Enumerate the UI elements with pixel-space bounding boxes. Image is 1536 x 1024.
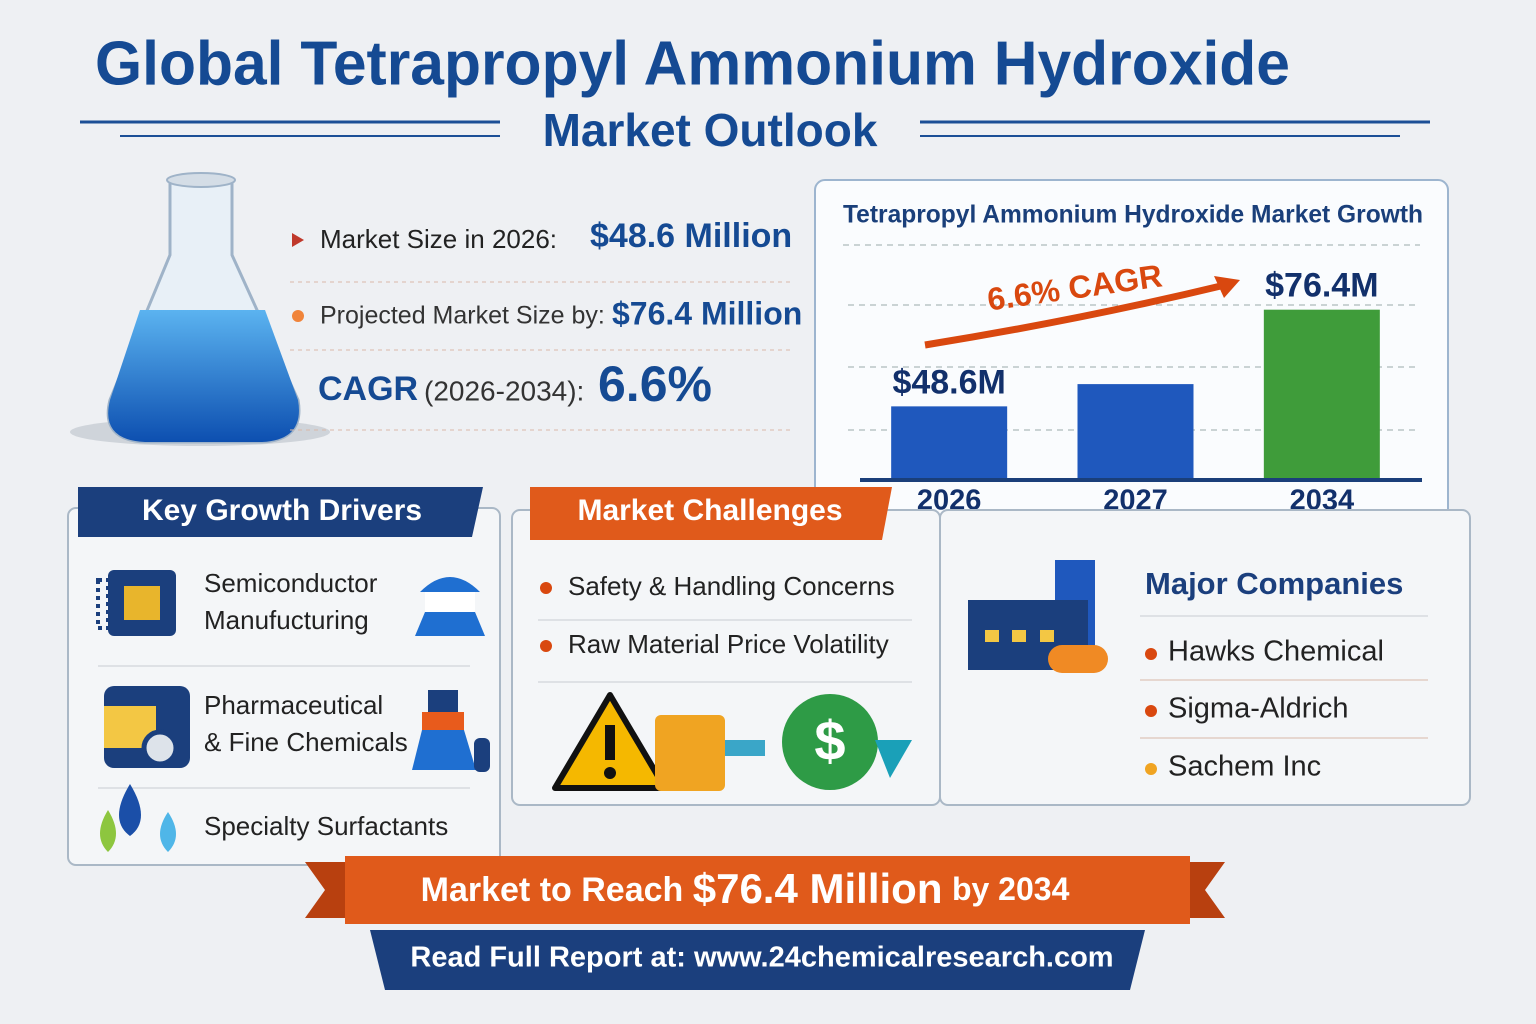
- headline-part: by 2034: [952, 871, 1070, 907]
- worker-icon: [415, 577, 485, 636]
- driver-item: Pharmaceutical: [204, 690, 383, 720]
- bar: [1077, 384, 1194, 478]
- money-icon: $: [782, 694, 912, 790]
- challenge-item: Safety & Handling Concerns: [568, 571, 895, 601]
- driver-item: & Fine Chemicals: [204, 727, 408, 757]
- bullet: [1145, 705, 1157, 717]
- stat-label: CAGR: [318, 370, 418, 408]
- ribbon: [78, 487, 483, 537]
- flask-icon: [70, 172, 330, 446]
- bullet: [1145, 648, 1157, 660]
- cagr-arrowhead: [1214, 276, 1240, 298]
- challenge-item: Raw Material Price Volatility: [568, 629, 889, 659]
- cagr-arrow: [924, 281, 1226, 349]
- stat-value: $48.6 Million: [590, 217, 792, 255]
- value-label: $76.4M: [1265, 267, 1378, 305]
- warning-icon: [552, 692, 668, 791]
- driver-item: Semiconductor: [204, 568, 378, 598]
- footer-headline: Market to Reach $76.4 Million by 2034: [421, 865, 1070, 912]
- section-title: Major Companies: [1145, 566, 1403, 601]
- headline-part: $76.4 Million: [693, 865, 943, 912]
- section-title: Market Challenges: [577, 494, 842, 527]
- factory-icon: [968, 560, 1108, 673]
- section-title: Key Growth Drivers: [142, 494, 422, 527]
- bullet: [540, 640, 552, 652]
- stat-value: 6.6%: [598, 356, 712, 412]
- bar: [1263, 309, 1380, 478]
- title: Global Tetrapropyl Ammonium Hydroxide: [95, 29, 1290, 98]
- stat-label: Projected Market Size by:: [320, 302, 605, 330]
- footer-link[interactable]: Read Full Report at: www.24chemicalresea…: [410, 942, 1113, 974]
- stat-period: (2026-2034):: [424, 375, 584, 406]
- subtitle: Market Outlook: [543, 104, 878, 156]
- link-banner: [370, 930, 1145, 990]
- driver-item: Specialty Surfactants: [204, 811, 448, 841]
- pharma-icon: [104, 686, 190, 768]
- company-item: Sigma-Aldrich: [1168, 693, 1349, 725]
- materials-icon: [655, 715, 765, 791]
- bullet: [540, 582, 552, 594]
- headline-part: Market to Reach: [421, 871, 684, 909]
- chip-icon: [96, 570, 176, 636]
- company-item: Hawks Chemical: [1168, 636, 1384, 668]
- bar: [891, 406, 1008, 478]
- bullet: [292, 233, 304, 247]
- drops-icon: [100, 784, 176, 852]
- company-item: Sachem Inc: [1168, 751, 1321, 783]
- driver-item: Manufucturing: [204, 605, 369, 635]
- scientist-icon: [412, 690, 490, 772]
- svg-text:$: $: [814, 709, 845, 772]
- stat-label: Market Size in 2026:: [320, 224, 557, 254]
- ribbon: [530, 487, 892, 540]
- footer-banner: [345, 856, 1190, 924]
- chart-title: Tetrapropyl Ammonium Hydroxide Market Gr…: [843, 201, 1423, 229]
- value-label: $48.6M: [892, 363, 1005, 401]
- bullet: [292, 310, 304, 322]
- stat-value: $76.4 Million: [612, 295, 802, 331]
- bullet: [1145, 763, 1157, 775]
